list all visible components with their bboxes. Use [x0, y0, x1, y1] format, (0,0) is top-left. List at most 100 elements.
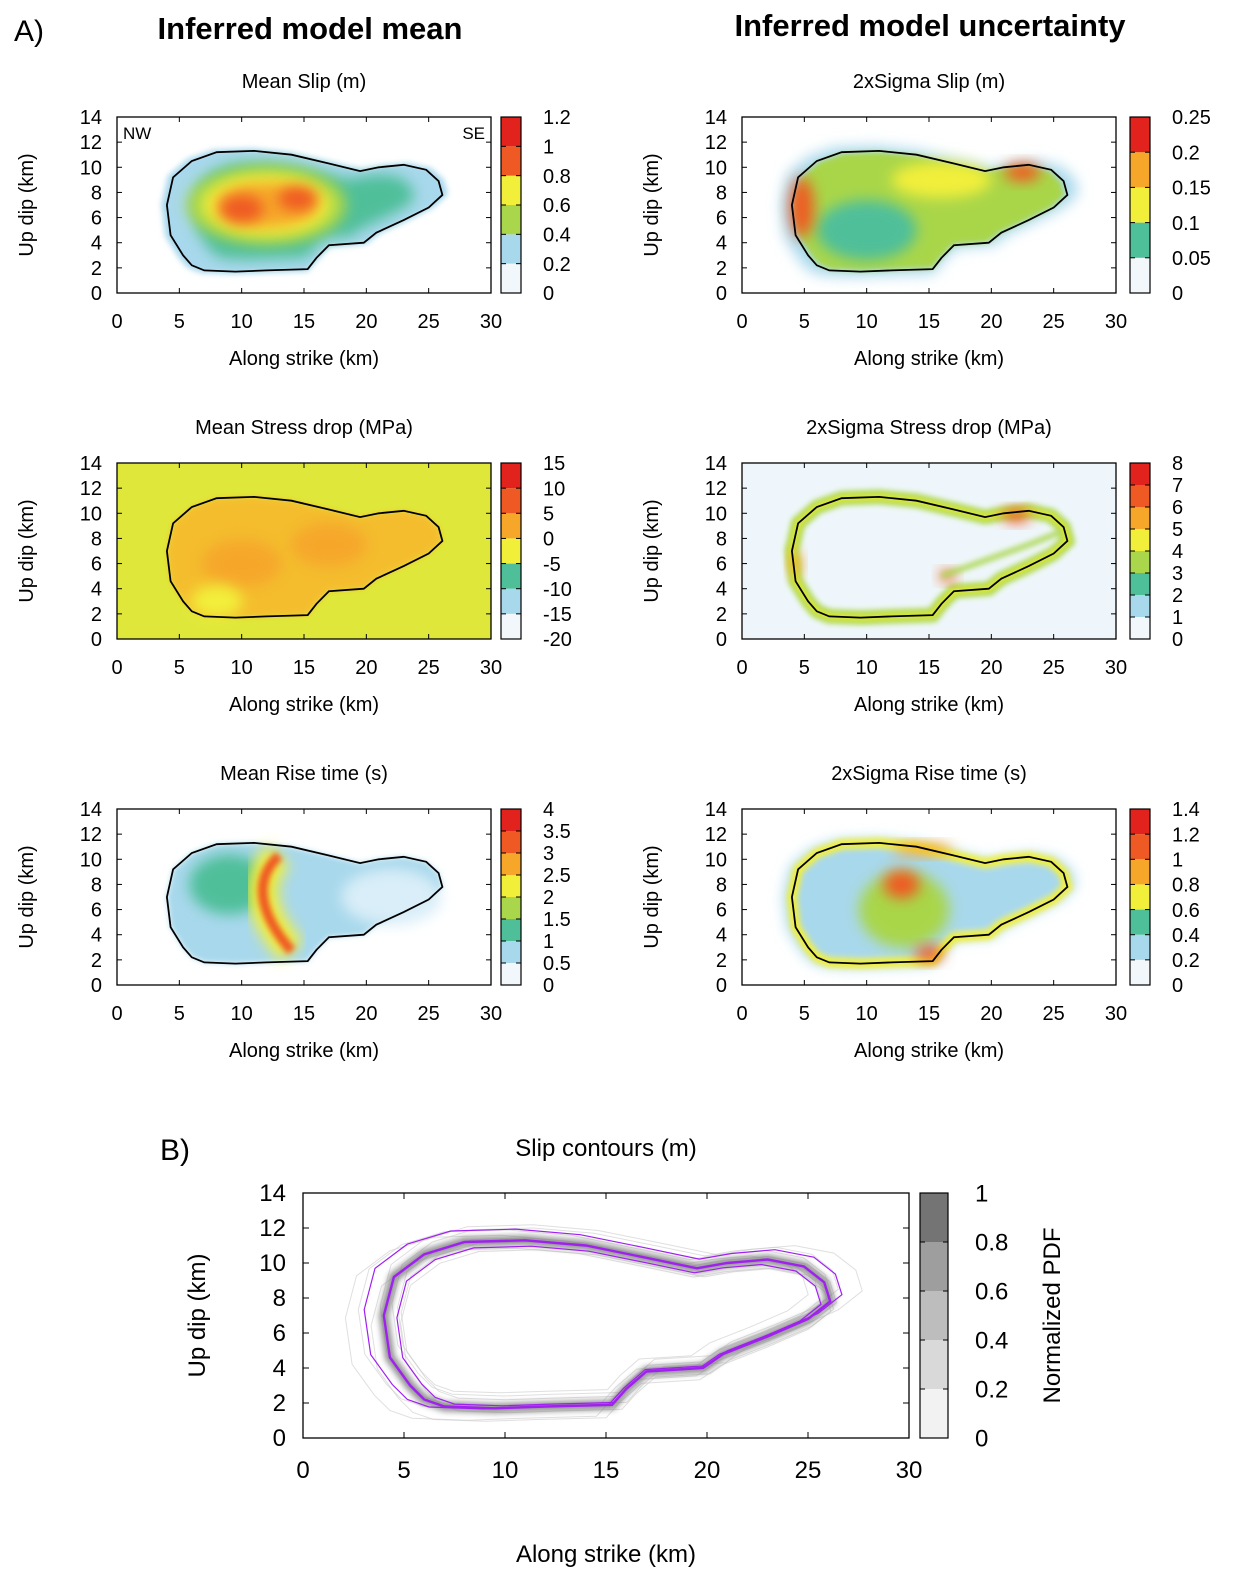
sigma-stress-x-tick-label: 10	[856, 657, 878, 679]
mean-stress-x-tick-label: 5	[174, 657, 185, 679]
mean-stress-colorbar-label: 15	[543, 453, 565, 475]
sigma-rise-colorbar-label: 0.8	[1172, 875, 1200, 897]
slip-contours-x-tick-label: 5	[397, 1457, 410, 1484]
sigma-stress-colorbar-label: 7	[1172, 475, 1183, 497]
mean-rise-y-tick-label: 0	[91, 975, 102, 997]
mean-stress-title: Mean Stress drop (MPa)	[195, 417, 413, 439]
slip-contour-sample	[400, 1241, 822, 1401]
sigma-slip-y-axis-label: Up dip (km)	[641, 153, 663, 256]
sigma-rise-colorbar-label: 1.2	[1172, 824, 1200, 846]
mean-stress-colorbar-label: -5	[543, 554, 561, 576]
sigma-rise-zone	[859, 871, 950, 948]
slip-contours-y-tick-label: 4	[273, 1355, 286, 1382]
mean-rise-y-tick-label: 2	[91, 950, 102, 972]
sigma-slip-peak	[1004, 163, 1041, 182]
slip-contours-colorbar-label: 1	[975, 1181, 988, 1208]
mean-rise-y-tick-label: 8	[91, 874, 102, 896]
slip-contours-x-tick-label: 10	[492, 1457, 519, 1484]
sigma-slip-x-tick-label: 30	[1105, 311, 1127, 333]
slip-contour-density	[378, 1235, 836, 1414]
mean-stress-peak	[190, 585, 243, 618]
mean-stress-x-tick-label: 10	[231, 657, 253, 679]
sigma-rise-colorbar-label: 0	[1172, 975, 1183, 997]
sigma-slip-x-tick-label: 15	[918, 311, 940, 333]
sigma-stress-x-axis-label: Along strike (km)	[854, 694, 1004, 716]
sigma-stress-x-tick-label: 25	[1043, 657, 1065, 679]
mean-slip-colorbar-band	[501, 146, 521, 176]
slip-contours-colorbar-label: 0.8	[975, 1230, 1008, 1257]
sigma-slip-panel: 0 5 10 15 20 25 30 0 2 4 6 8 10 12 14 2xSigma Slip (m) A…	[641, 71, 1211, 370]
sigma-stress-colorbar-label: 2	[1172, 585, 1183, 607]
slip-contour-sample	[396, 1237, 809, 1394]
sigma-stress-peak	[789, 551, 802, 576]
mean-rise-x-tick-label: 10	[231, 1003, 253, 1025]
mean-stress-colorbar-label: -20	[543, 629, 572, 651]
sigma-rise-colorbar-band	[1130, 959, 1150, 985]
sigma-slip-colorbar-label: 0.2	[1172, 142, 1200, 164]
mean-rise-x-tick-label: 15	[293, 1003, 315, 1025]
slip-contours-colorbar-label: 0.6	[975, 1279, 1008, 1306]
sigma-stress-title: 2xSigma Stress drop (MPa)	[806, 417, 1052, 439]
slip-contours-y-tick-label: 10	[259, 1250, 286, 1277]
slip-contour-bound	[396, 1245, 822, 1407]
mean-stress-x-tick-label: 15	[293, 657, 315, 679]
sigma-stress-y-tick-label: 10	[705, 503, 727, 525]
mean-rise-colorbar-label: 4	[543, 799, 554, 821]
sigma-slip-colorbar-label: 0.15	[1172, 178, 1211, 200]
mean-stress-y-tick-label: 12	[80, 478, 102, 500]
sigma-slip-x-tick-label: 0	[736, 311, 747, 333]
sigma-rise-colorbar-band	[1130, 859, 1150, 885]
sigma-stress-x-tick-label: 20	[980, 657, 1002, 679]
sigma-stress-colorbar-band	[1130, 485, 1150, 507]
slip-contours-x-tick-label: 25	[795, 1457, 822, 1484]
mean-slip-peak	[277, 186, 318, 211]
mean-rise-colorbar-label: 1.5	[543, 909, 571, 931]
slip-contour-mean	[382, 1239, 832, 1410]
mean-rise-y-tick-label: 4	[91, 925, 102, 947]
sigma-slip-title: 2xSigma Slip (m)	[853, 71, 1005, 93]
sigma-slip-x-axis-label: Along strike (km)	[854, 348, 1004, 370]
sigma-slip-colorbar-label: 0.05	[1172, 248, 1211, 270]
mean-slip-colorbar-band	[501, 234, 521, 264]
sigma-slip-x-tick-label: 5	[799, 311, 810, 333]
mean-stress-colorbar-label: 5	[543, 503, 554, 525]
sigma-rise-y-tick-label: 0	[716, 975, 727, 997]
mean-slip-colorbar-label: 0.2	[543, 254, 571, 276]
sigma-rise-colorbar-band	[1130, 834, 1150, 860]
sigma-stress-x-tick-label: 30	[1105, 657, 1127, 679]
mean-rise-title: Mean Rise time (s)	[220, 763, 388, 785]
sigma-rise-x-tick-label: 0	[736, 1003, 747, 1025]
slip-contours-colorbar-label: 0.4	[975, 1328, 1008, 1355]
mean-slip-y-tick-label: 12	[80, 132, 102, 154]
mean-rise-ridge	[257, 851, 296, 955]
slip-contours-y-tick-label: 14	[259, 1180, 286, 1207]
sigma-stress-y-tick-label: 4	[716, 579, 727, 601]
sigma-stress-colorbar-band	[1130, 595, 1150, 617]
mean-rise-colorbar-band	[501, 831, 521, 853]
sigma-stress-y-tick-label: 8	[716, 528, 727, 550]
mean-rise-colorbar-label: 3	[543, 843, 554, 865]
sigma-slip-zone	[891, 161, 992, 198]
sigma-slip-y-tick-label: 14	[705, 107, 727, 129]
mean-slip-colorbar-band	[501, 117, 521, 147]
slip-contours-colorbar-band	[920, 1340, 948, 1389]
sigma-stress-y-tick-label: 6	[716, 554, 727, 576]
sigma-stress-colorbar-band	[1130, 463, 1150, 485]
mean-rise-zone	[341, 869, 442, 925]
mean-slip-colorbar-label: 0	[543, 283, 554, 305]
sigma-slip-colorbar-label: 0.25	[1172, 107, 1211, 129]
mean-slip-x-tick-label: 20	[355, 311, 377, 333]
slip-contours-colorbar-band	[920, 1291, 948, 1340]
sigma-stress-colorbar-band	[1130, 529, 1150, 551]
sigma-rise-y-tick-label: 14	[705, 799, 727, 821]
sigma-rise-y-tick-label: 8	[716, 874, 727, 896]
sigma-rise-y-tick-label: 4	[716, 925, 727, 947]
mean-slip-colorbar-label: 0.6	[543, 195, 571, 217]
sigma-slip-y-tick-label: 12	[705, 132, 727, 154]
sigma-rise-title: 2xSigma Rise time (s)	[831, 763, 1027, 785]
mean-slip-colorbar-label: 1.2	[543, 107, 571, 129]
sigma-stress-y-tick-label: 14	[705, 453, 727, 475]
